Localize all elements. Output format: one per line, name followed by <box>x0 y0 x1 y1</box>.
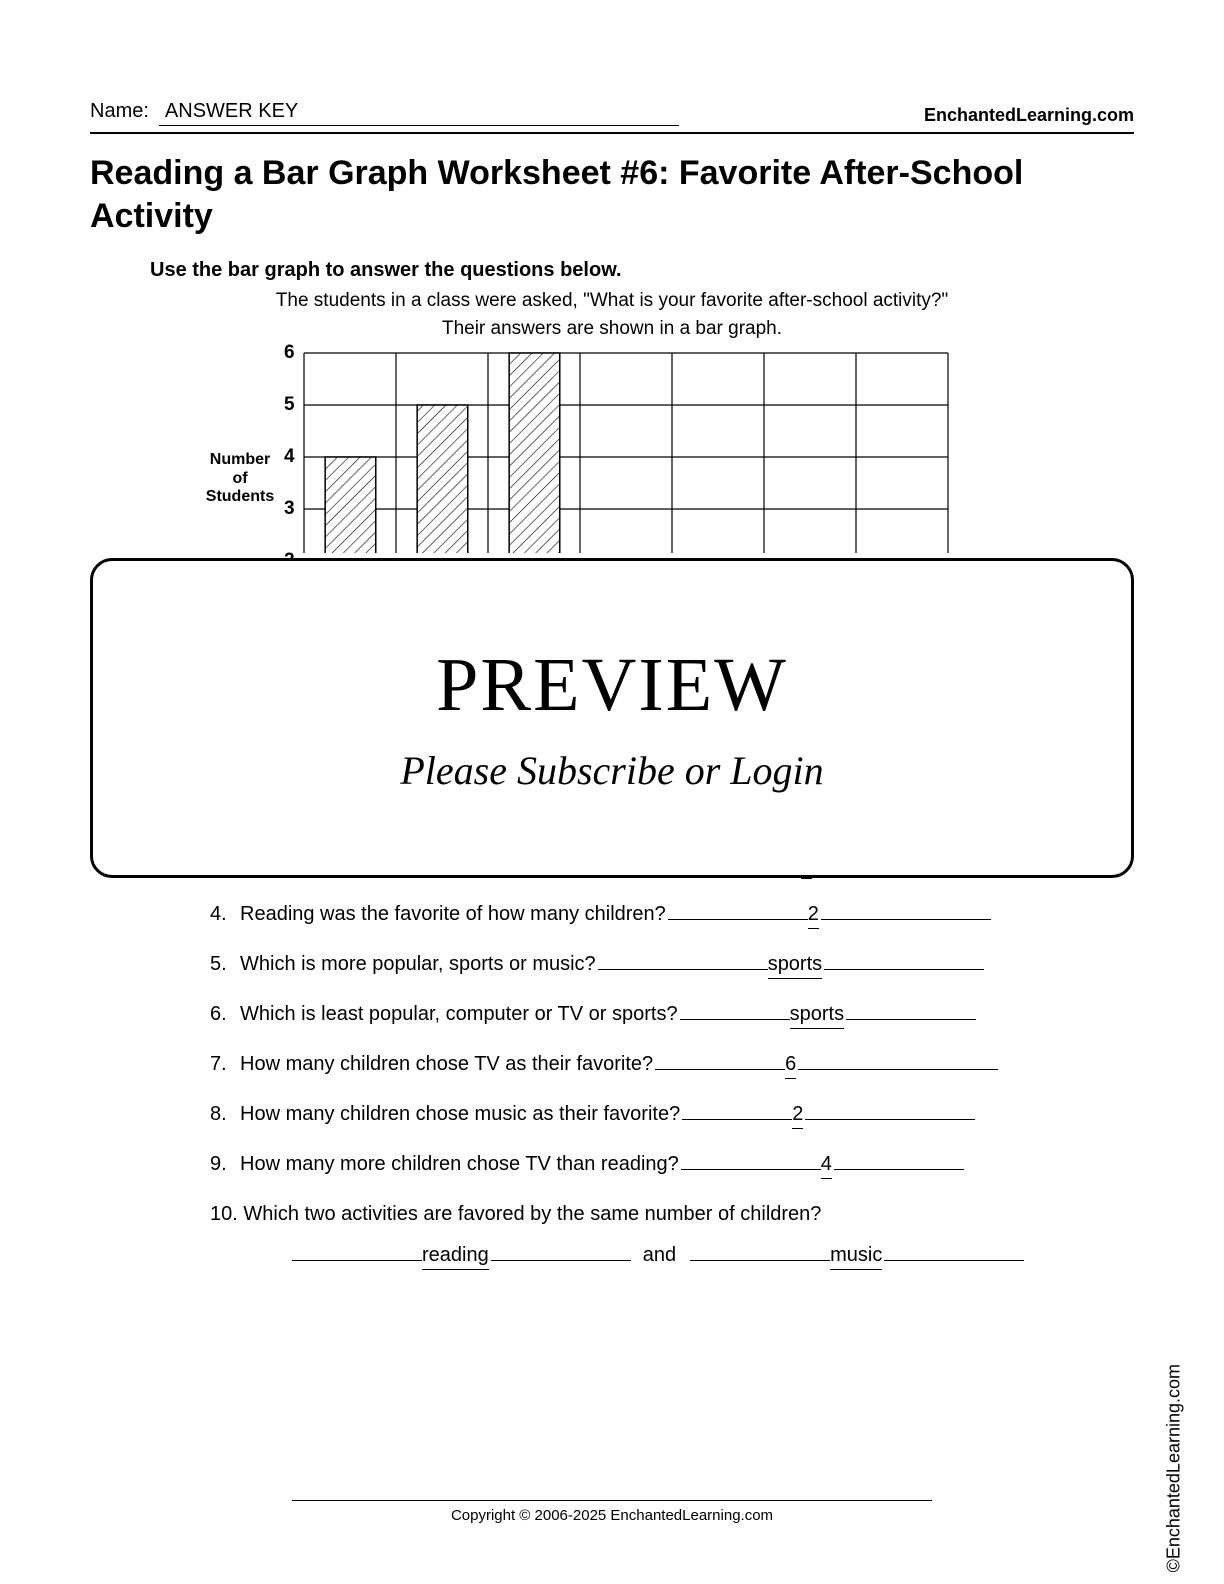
header-divider <box>90 132 1134 134</box>
answer-value: 4 <box>821 1153 832 1179</box>
question-number: 9. <box>210 1153 240 1176</box>
footer-divider <box>292 1500 932 1501</box>
answer-value: sports <box>790 1003 844 1029</box>
question-text: How many children chose TV as their favo… <box>240 1053 653 1076</box>
y-tick: 4 <box>284 447 295 499</box>
answer-blank <box>884 1258 1024 1261</box>
answer-blank <box>824 967 984 970</box>
header-row: Name: ANSWER KEY EnchantedLearning.com <box>90 100 1134 126</box>
question-10: 10. Which two activities are favored by … <box>210 1203 1014 1226</box>
name-label: Name: <box>90 100 149 123</box>
question-text: How many children chose music as their f… <box>240 1103 680 1126</box>
question-row: 9. How many more children chose TV than … <box>210 1153 1014 1179</box>
site-name-top: EnchantedLearning.com <box>924 105 1134 126</box>
answer-value: music <box>830 1244 882 1270</box>
y-tick: 3 <box>284 499 295 551</box>
copyright-side: ©EnchantedLearning.com <box>1163 1364 1184 1572</box>
question-text: Which two activities are favored by the … <box>243 1203 821 1225</box>
answer-blank <box>668 917 808 920</box>
page-title: Reading a Bar Graph Worksheet #6: Favori… <box>90 152 1134 237</box>
answer-blank <box>655 1067 785 1070</box>
question-number: 6. <box>210 1003 240 1026</box>
answer-blank <box>805 1117 975 1120</box>
question-text: Which is more popular, sports or music? <box>240 953 596 976</box>
answer-blank <box>491 1258 631 1261</box>
question-number: 8. <box>210 1103 240 1126</box>
answer-blank <box>682 1117 792 1120</box>
answer-value: 6 <box>785 1053 796 1079</box>
answer-blank <box>680 1017 790 1020</box>
y-axis-label-text: NumberofStudents <box>206 451 274 505</box>
question-list: 3. Sports was the favorite of how many c… <box>210 853 1014 1179</box>
question-number: 4. <box>210 903 240 926</box>
y-axis-label: NumberofStudents <box>200 451 280 506</box>
answer-blank <box>598 967 768 970</box>
question-text: Which is least popular, computer or TV o… <box>240 1003 678 1026</box>
answer-blank <box>821 917 991 920</box>
worksheet-page: Name: ANSWER KEY EnchantedLearning.com R… <box>0 0 1224 1584</box>
answer-value: 2 <box>792 1103 803 1129</box>
question-row: 8. How many children chose music as thei… <box>210 1103 1014 1129</box>
question-row: 6. Which is least popular, computer or T… <box>210 1003 1014 1029</box>
preview-title: PREVIEW <box>436 642 788 729</box>
question-text: How many more children chose TV than rea… <box>240 1153 679 1176</box>
caption-line-1: The students in a class were asked, "Wha… <box>202 288 1022 314</box>
answer-value: 2 <box>808 903 819 929</box>
answer-blank <box>846 1017 976 1020</box>
footer: Copyright © 2006-2025 EnchantedLearning.… <box>292 1500 932 1524</box>
answer-value: reading <box>422 1244 489 1270</box>
answer-blank <box>834 1167 964 1170</box>
question-number: 5. <box>210 953 240 976</box>
caption-line-2: Their answers are shown in a bar graph. <box>202 316 1022 342</box>
footer-text: Copyright © 2006-2025 EnchantedLearning.… <box>292 1507 932 1524</box>
question-row: 4. Reading was the favorite of how many … <box>210 903 1014 929</box>
preview-subtitle: Please Subscribe or Login <box>400 747 823 794</box>
question-number: 10. <box>210 1203 238 1225</box>
answer-blank <box>292 1258 422 1261</box>
answer-blank <box>798 1067 998 1070</box>
answer-blank <box>681 1167 821 1170</box>
question-row: 7. How many children chose TV as their f… <box>210 1053 1014 1079</box>
bar-chart-svg <box>303 343 949 553</box>
name-line: Name: ANSWER KEY <box>90 100 679 126</box>
answer-value: sports <box>768 953 822 979</box>
and-label: and <box>643 1244 676 1267</box>
y-tick: 6 <box>284 343 295 395</box>
question-row: 5. Which is more popular, sports or musi… <box>210 953 1014 979</box>
y-tick: 5 <box>284 395 295 447</box>
name-value: ANSWER KEY <box>159 100 679 126</box>
answer-blank <box>690 1258 830 1261</box>
question-number: 7. <box>210 1053 240 1076</box>
question-10-answers: reading and music <box>290 1244 1134 1270</box>
instruction-text: Use the bar graph to answer the question… <box>150 259 1134 282</box>
question-text: Reading was the favorite of how many chi… <box>240 903 666 926</box>
preview-overlay: PREVIEW Please Subscribe or Login <box>90 558 1134 878</box>
